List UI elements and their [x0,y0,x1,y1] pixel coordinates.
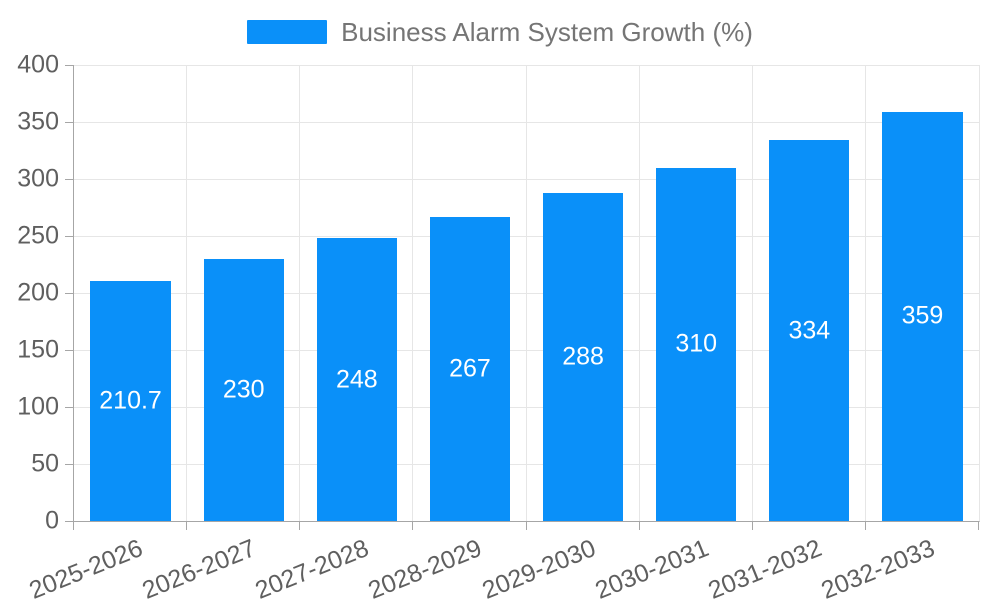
x-axis-tick [73,521,74,530]
legend-swatch[interactable] [247,20,328,44]
y-axis-label: 300 [17,164,59,193]
y-axis-label: 150 [17,335,59,364]
y-axis-label: 0 [45,506,59,535]
grid-line-horizontal [74,407,979,408]
plot-area: 0 50 100 150 200 250 300 350 400 210.7 2025-2026 23… [17,52,980,600]
y-axis-label: 100 [17,392,59,421]
y-axis-label: 250 [17,221,59,250]
x-axis-label-text: 2030-2031 [590,534,713,600]
x-axis-tick [525,521,527,530]
y-axis-tick [65,407,74,408]
y-axis-label: 350 [17,107,59,136]
grid-line-vertical [751,65,753,521]
x-axis-tick [751,521,753,530]
y-axis-tick [65,464,74,465]
bar-value-label: 230 [222,375,265,404]
y-axis-label: 400 [17,50,59,79]
bar[interactable]: 267 [429,216,511,521]
y-axis-tick [65,293,74,294]
bar-value-label: 248 [335,365,378,394]
bar[interactable]: 248 [316,238,397,521]
bar-value-label: 267 [449,354,491,383]
x-axis-label-text: 2027-2028 [251,534,373,600]
y-axis-tick [65,179,74,180]
x-axis-label-text: 2028-2029 [364,534,487,600]
grid-line-horizontal [74,179,979,180]
x-axis-label-text: 2032-2033 [817,534,939,600]
y-axis-tick [65,521,74,522]
x-axis-tick [299,521,301,530]
grid-line-vertical [412,65,414,521]
bar[interactable]: 334 [769,140,850,521]
grid-line-vertical [299,65,301,521]
x-axis-tick [412,521,414,530]
grid-line-horizontal [74,236,979,237]
legend-label: Business Alarm System Growth (%) [341,17,753,47]
x-axis-label-text: 2025-2026 [25,534,147,600]
grid-line-horizontal [74,122,979,123]
x-axis-label-text: 2031-2032 [704,534,826,600]
bar[interactable]: 288 [542,192,624,521]
x-axis-label-text: 2029-2030 [477,534,600,600]
bar[interactable]: 210.7 [90,280,171,521]
y-axis-tick [65,122,74,123]
y-axis-tick [65,65,74,66]
bar-value-label: 310 [675,329,718,358]
y-axis-label: 50 [31,449,59,478]
grid-line-horizontal [74,65,979,66]
grid-line-vertical [638,65,640,521]
legend[interactable]: Business Alarm System Growth (%) [0,16,1000,48]
bar-value-label: 359 [901,301,944,330]
grid-line-horizontal [74,464,979,465]
bar[interactable]: 359 [882,111,963,521]
grid-line-horizontal [74,293,979,294]
x-axis-tick [864,521,866,530]
grid-line-vertical [864,65,866,521]
bar-value-label: 334 [788,316,831,345]
grid-line-horizontal [74,350,979,351]
x-axis-label-text: 2026-2027 [138,534,260,600]
bar[interactable]: 230 [203,258,284,521]
bar-value-label: 288 [562,342,604,371]
grid-line-vertical [525,65,527,521]
y-axis-tick [65,236,74,237]
y-axis-tick [65,350,74,351]
x-axis-tick [638,521,640,530]
grid-line-vertical [186,65,188,521]
bar[interactable]: 310 [656,167,737,521]
x-axis-tick [186,521,188,530]
bar-value-label: 210.7 [99,386,162,415]
y-axis-label: 200 [17,278,59,307]
x-axis-tick [978,521,979,530]
